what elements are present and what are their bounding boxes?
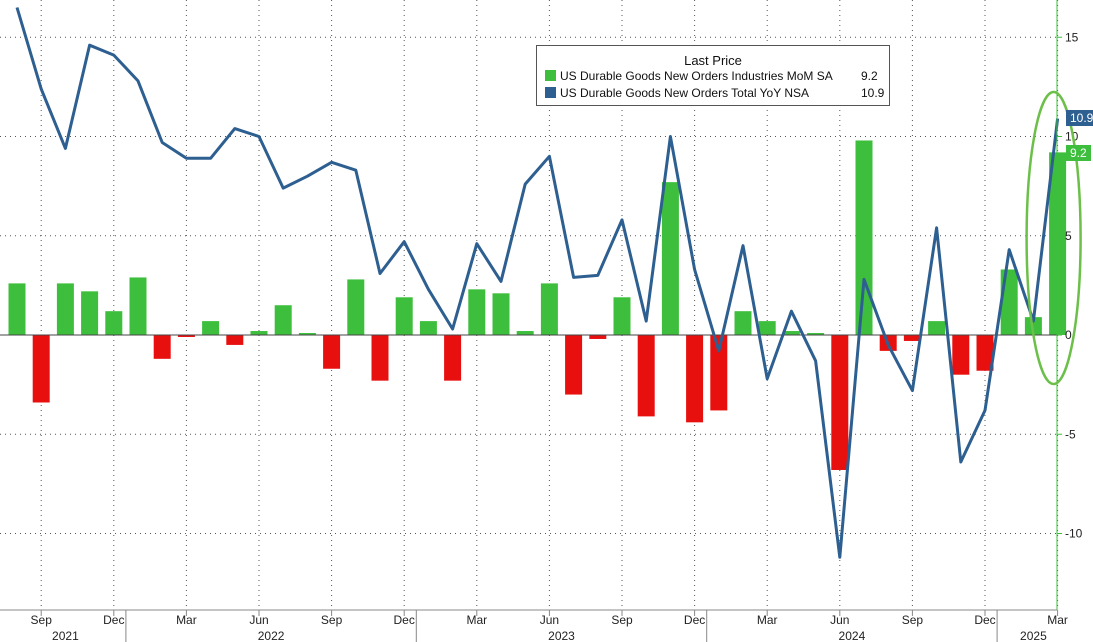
highlight-ellipse xyxy=(1025,90,1082,386)
bar xyxy=(371,335,389,381)
bar xyxy=(952,335,970,375)
x-tick-label: Dec xyxy=(394,613,415,627)
bar xyxy=(298,333,316,335)
bar xyxy=(395,297,413,335)
x-tick-label: Jun xyxy=(830,613,849,627)
bar-series xyxy=(8,140,1067,470)
bar xyxy=(81,291,99,335)
bar xyxy=(56,283,74,335)
bar xyxy=(419,321,437,335)
legend-value-mom: 9.2 xyxy=(861,69,878,83)
bar xyxy=(516,331,534,335)
x-tick-label: Sep xyxy=(611,613,633,627)
y-tick-label: 5 xyxy=(1065,229,1072,243)
x-year-label: 2023 xyxy=(548,629,575,642)
bar xyxy=(274,305,292,335)
bar xyxy=(177,335,195,337)
bar xyxy=(831,335,849,470)
x-tick-label: Mar xyxy=(176,613,197,627)
bar xyxy=(903,335,921,341)
bar xyxy=(492,293,510,335)
legend-swatch-blue xyxy=(545,87,556,98)
x-year-label: 2025 xyxy=(1020,629,1047,642)
bar xyxy=(32,335,50,403)
x-year-label: 2022 xyxy=(258,629,285,642)
bar xyxy=(129,277,147,335)
highlight-ellipse xyxy=(1025,90,1082,386)
x-tick-label: Sep xyxy=(31,613,53,627)
x-tick-label: Dec xyxy=(974,613,995,627)
bar xyxy=(613,297,631,335)
y-tick-label: -10 xyxy=(1065,527,1083,541)
bar-last-value-badge: 9.2 xyxy=(1066,145,1091,161)
x-tick-label: Dec xyxy=(684,613,705,627)
bar xyxy=(540,283,558,335)
x-tick-label: Jun xyxy=(249,613,268,627)
bar xyxy=(976,335,994,371)
x-tick-label: Sep xyxy=(902,613,924,627)
bar xyxy=(153,335,171,359)
x-tick-label: Mar xyxy=(1047,613,1068,627)
axes xyxy=(0,0,1058,611)
y-tick-label: -5 xyxy=(1065,427,1076,441)
x-year-label: 2021 xyxy=(52,629,79,642)
gridlines xyxy=(0,0,1059,610)
line-last-value-badge: 10.9 xyxy=(1066,110,1093,126)
bar xyxy=(734,311,752,335)
legend-item-mom: US Durable Goods New Orders Industries M… xyxy=(545,68,878,84)
bar xyxy=(807,333,825,335)
bar xyxy=(105,311,123,335)
bar xyxy=(444,335,462,381)
bar xyxy=(565,335,583,395)
legend-value-yoy: 10.9 xyxy=(861,86,885,100)
bar xyxy=(8,283,26,335)
bar xyxy=(928,321,946,335)
bar xyxy=(226,335,244,345)
x-tick-label: Mar xyxy=(466,613,487,627)
x-year-label: 2024 xyxy=(839,629,866,642)
bar xyxy=(710,335,728,411)
bar xyxy=(323,335,341,369)
legend-label-mom: US Durable Goods New Orders Industries M… xyxy=(560,69,833,83)
bar xyxy=(1049,152,1067,335)
line-series xyxy=(15,7,1060,559)
y-tick-label: 15 xyxy=(1065,30,1079,44)
legend-title: Last Price xyxy=(684,53,742,68)
bar xyxy=(686,335,704,423)
bar xyxy=(468,289,486,335)
legend-swatch-green xyxy=(545,70,556,81)
x-tick-label: Mar xyxy=(757,613,778,627)
bar xyxy=(589,335,607,339)
x-tick-label: Sep xyxy=(321,613,343,627)
bar xyxy=(855,140,873,335)
bar xyxy=(661,182,679,335)
y-tick-label: 0 xyxy=(1065,328,1072,342)
bar xyxy=(782,331,800,335)
legend: Last Price US Durable Goods New Orders I… xyxy=(536,45,890,106)
bar xyxy=(250,331,268,335)
bar xyxy=(637,335,655,417)
bar xyxy=(347,279,365,335)
bar xyxy=(1024,317,1042,335)
line-yoy xyxy=(15,7,1060,559)
legend-label-yoy: US Durable Goods New Orders Total YoY NS… xyxy=(560,86,810,100)
legend-item-yoy: US Durable Goods New Orders Total YoY NS… xyxy=(545,85,884,101)
x-tick-label: Dec xyxy=(103,613,124,627)
bar xyxy=(202,321,220,335)
x-tick-label: Jun xyxy=(540,613,559,627)
x-axis-ticks: Sep Dec Mar Jun Sep Dec Mar Jun Sep Dec Mar Jun Sep D… xyxy=(31,610,1068,642)
bar xyxy=(758,321,776,335)
